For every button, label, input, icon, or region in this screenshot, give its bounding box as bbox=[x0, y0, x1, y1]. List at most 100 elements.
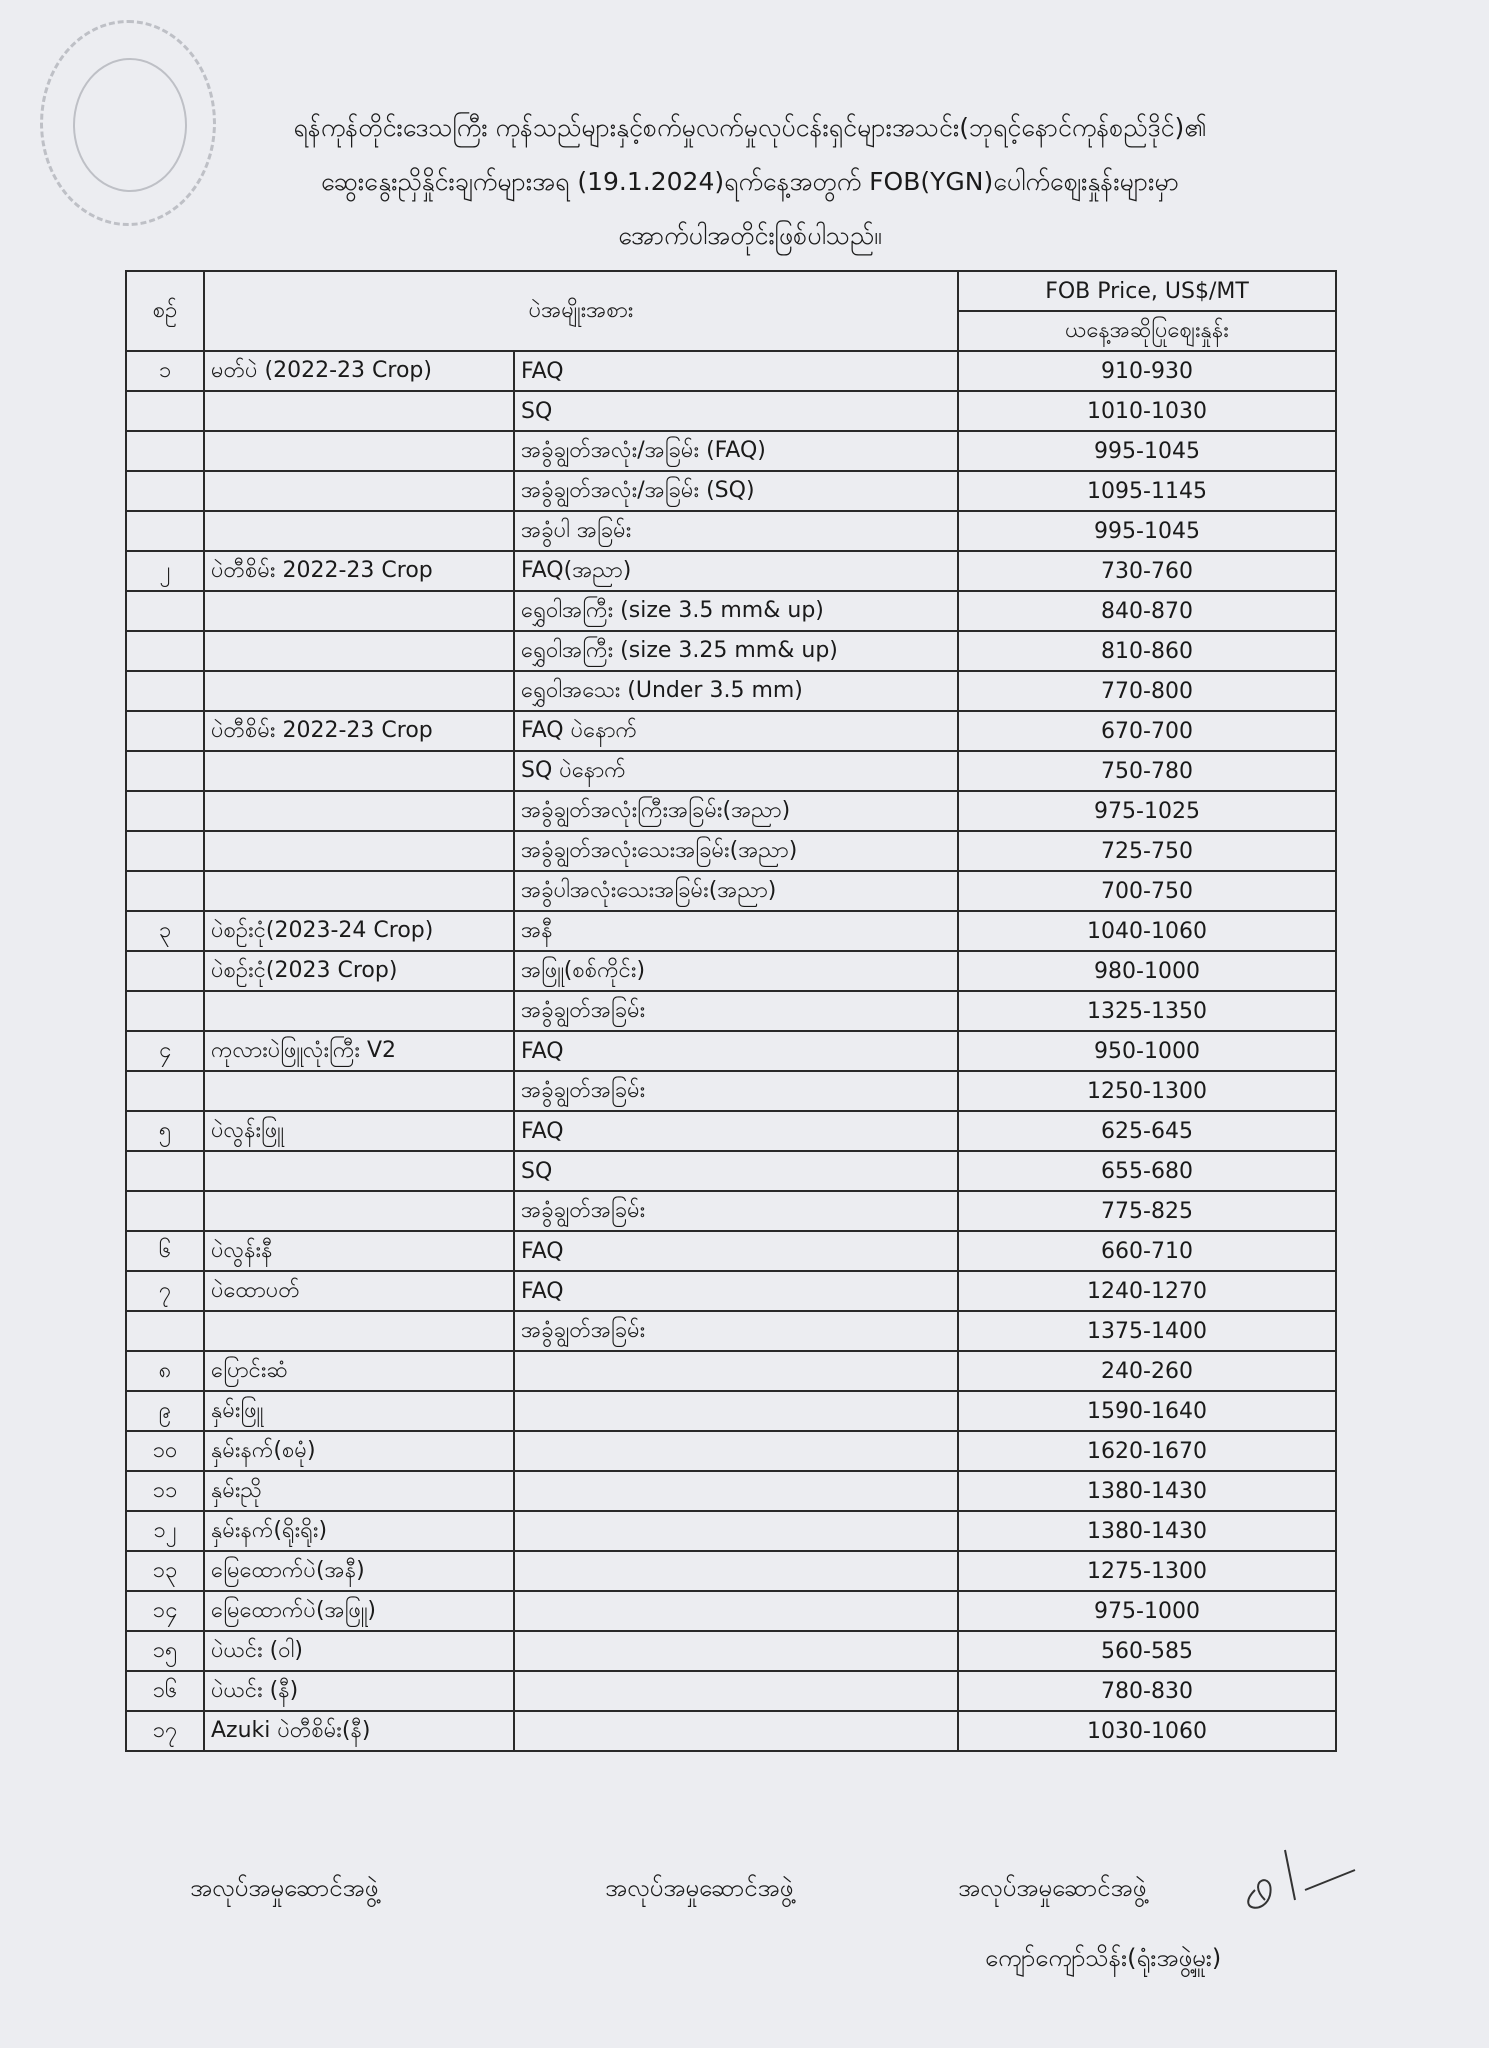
row-item: ပဲလွန်းနီ bbox=[203, 1230, 515, 1272]
row-price: 240-260 bbox=[957, 1350, 1337, 1392]
row-grade bbox=[513, 1430, 959, 1472]
row-item: နှမ်းနက်(စမုံ) bbox=[203, 1430, 515, 1472]
row-number: ၁၁ bbox=[125, 1470, 205, 1512]
row-number: ၂ bbox=[125, 550, 205, 592]
row-grade: FAQ bbox=[513, 1230, 959, 1272]
row-price: 700-750 bbox=[957, 870, 1337, 912]
col-header-no: စဉ် bbox=[125, 270, 205, 352]
signature-label-1: အလုပ်အမှုဆောင်အဖွဲ့ bbox=[190, 1874, 379, 1902]
row-grade: FAQ ပဲနောက် bbox=[513, 710, 959, 752]
row-item bbox=[203, 510, 515, 552]
row-item bbox=[203, 390, 515, 432]
row-number bbox=[125, 790, 205, 832]
row-number bbox=[125, 750, 205, 792]
row-item bbox=[203, 1070, 515, 1112]
row-grade bbox=[513, 1630, 959, 1672]
row-item bbox=[203, 750, 515, 792]
row-price: 1275-1300 bbox=[957, 1550, 1337, 1592]
table-row: ၁၁ နှမ်းညို 1380-1430 bbox=[125, 1470, 1337, 1512]
row-grade bbox=[513, 1590, 959, 1632]
row-item: Azuki ပဲတီစိမ်း(နီ) bbox=[203, 1710, 515, 1752]
table-row: ၁၀ နှမ်းနက်(စမုံ) 1620-1670 bbox=[125, 1430, 1337, 1472]
row-number bbox=[125, 830, 205, 872]
table-row: ပဲတီစိမ်း 2022-23 Crop FAQ ပဲနောက် 670-700 bbox=[125, 710, 1337, 752]
row-price: 660-710 bbox=[957, 1230, 1337, 1272]
table-row: ရွှေဝါအသေး (Under 3.5 mm) 770-800 bbox=[125, 670, 1337, 712]
row-grade: အခွံချွတ်အလုံးသေးအခြမ်း(အညာ) bbox=[513, 830, 959, 872]
header-line-1: ရန်ကုန်တိုင်းဒေသကြီး ကုန်သည်များနှင့်စက်… bbox=[293, 113, 1207, 142]
handwritten-signature bbox=[1247, 1849, 1356, 1909]
col-header-price: FOB Price, US$/MT bbox=[957, 270, 1337, 312]
table-row: SQ 1010-1030 bbox=[125, 390, 1337, 432]
table-row: ၁၆ ပဲယင်း (နီ) 780-830 bbox=[125, 1670, 1337, 1712]
row-price: 625-645 bbox=[957, 1110, 1337, 1152]
row-grade: အခွံပါအလုံးသေးအခြမ်း(အညာ) bbox=[513, 870, 959, 912]
row-number bbox=[125, 430, 205, 472]
signature-label-3: အလုပ်အမှုဆောင်အဖွဲ့ bbox=[958, 1874, 1147, 1902]
table-row: ၆ပဲလွန်းနီ FAQ 660-710 bbox=[125, 1230, 1337, 1272]
table-row: အခွံချွတ်အလုံး/အခြမ်း (FAQ) 995-1045 bbox=[125, 430, 1337, 472]
row-price: 810-860 bbox=[957, 630, 1337, 672]
row-number: ၁၀ bbox=[125, 1430, 205, 1472]
row-grade: SQ ပဲနောက် bbox=[513, 750, 959, 792]
row-price: 1325-1350 bbox=[957, 990, 1337, 1032]
row-item: နှမ်းနက်(ရိုးရိုး) bbox=[203, 1510, 515, 1552]
row-grade bbox=[513, 1550, 959, 1592]
table-row: အခွံချွတ်အခြမ်း 1375-1400 bbox=[125, 1310, 1337, 1352]
row-price: 1380-1430 bbox=[957, 1510, 1337, 1552]
row-number: ၆ bbox=[125, 1230, 205, 1272]
header-line-3: အောက်ပါအတိုင်းဖြစ်ပါသည်။ bbox=[618, 221, 882, 250]
row-grade: FAQ bbox=[513, 1030, 959, 1072]
row-price: 730-760 bbox=[957, 550, 1337, 592]
row-item: မြေထောက်ပဲ(အဖြူ) bbox=[203, 1590, 515, 1632]
table-row: ၄ကုလားပဲဖြူလုံးကြီး V2 FAQ 950-1000 bbox=[125, 1030, 1337, 1072]
table-row: ၁မတ်ပဲ (2022-23 Crop) FAQ 910-930 bbox=[125, 350, 1337, 392]
row-item bbox=[203, 830, 515, 872]
row-grade: FAQ(အညာ) bbox=[513, 550, 959, 592]
row-item: ပဲတီစိမ်း 2022-23 Crop bbox=[203, 550, 515, 592]
header-line-2: ဆွေးနွေးညှိနှိုင်းချက်များအရ (19.1.2024)… bbox=[321, 167, 1179, 196]
row-price: 1250-1300 bbox=[957, 1070, 1337, 1112]
row-number bbox=[125, 1310, 205, 1352]
row-number bbox=[125, 710, 205, 752]
table-row: အခွံချွတ်အလုံး/အခြမ်း (SQ) 1095-1145 bbox=[125, 470, 1337, 512]
table-row: ရွှေဝါအကြီး (size 3.5 mm& up) 840-870 bbox=[125, 590, 1337, 632]
row-grade: အခွံချွတ်အခြမ်း bbox=[513, 1190, 959, 1232]
row-item bbox=[203, 1150, 515, 1192]
table-row: SQ 655-680 bbox=[125, 1150, 1337, 1192]
row-grade bbox=[513, 1350, 959, 1392]
row-grade: အနီ bbox=[513, 910, 959, 952]
row-number bbox=[125, 950, 205, 992]
row-number: ၇ bbox=[125, 1270, 205, 1312]
row-grade bbox=[513, 1710, 959, 1752]
row-number: ၅ bbox=[125, 1110, 205, 1152]
row-number: ၄ bbox=[125, 1030, 205, 1072]
row-item bbox=[203, 870, 515, 912]
table-row: ၁၂ နှမ်းနက်(ရိုးရိုး) 1380-1430 bbox=[125, 1510, 1337, 1552]
row-price: 950-1000 bbox=[957, 1030, 1337, 1072]
row-number: ၁၄ bbox=[125, 1590, 205, 1632]
table-row: ၈ပြောင်းဆံ 240-260 bbox=[125, 1350, 1337, 1392]
table-row: အခွံချွတ်အခြမ်း 1250-1300 bbox=[125, 1070, 1337, 1112]
row-price: 1030-1060 bbox=[957, 1710, 1337, 1752]
row-number bbox=[125, 1190, 205, 1232]
row-price: 1590-1640 bbox=[957, 1390, 1337, 1432]
row-price: 980-1000 bbox=[957, 950, 1337, 992]
row-item: နှမ်းဖြူ bbox=[203, 1390, 515, 1432]
row-grade: အခွံချွတ်အလုံး/အခြမ်း (SQ) bbox=[513, 470, 959, 512]
row-grade: အခွံချွတ်အခြမ်း bbox=[513, 990, 959, 1032]
row-grade: FAQ bbox=[513, 1270, 959, 1312]
row-grade bbox=[513, 1390, 959, 1432]
row-item: ပဲလွန်းဖြူ bbox=[203, 1110, 515, 1152]
row-number bbox=[125, 1150, 205, 1192]
row-price: 1375-1400 bbox=[957, 1310, 1337, 1352]
row-number bbox=[125, 590, 205, 632]
row-number: ၁၇ bbox=[125, 1710, 205, 1752]
row-grade: SQ bbox=[513, 1150, 959, 1192]
row-price: 840-870 bbox=[957, 590, 1337, 632]
table-row: ၁၅ ပဲယင်း (ဝါ) 560-585 bbox=[125, 1630, 1337, 1672]
price-table: စဉ် ပဲအမျိုးအစား FOB Price, US$/MT ယနေ့အ… bbox=[125, 270, 1337, 1752]
row-grade: SQ bbox=[513, 390, 959, 432]
row-item bbox=[203, 430, 515, 472]
row-grade: အခွံချွတ်အလုံး/အခြမ်း (FAQ) bbox=[513, 430, 959, 472]
